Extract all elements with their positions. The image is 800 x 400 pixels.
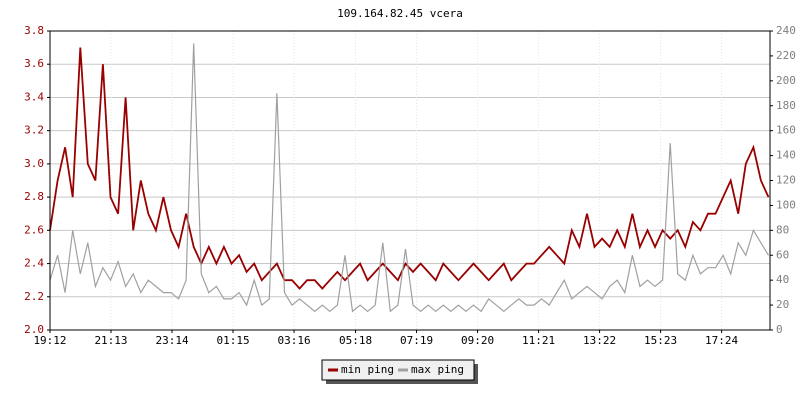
x-tick-label: 17:24: [705, 334, 738, 347]
legend: min ping max ping: [321, 359, 478, 384]
series-line: [49, 47, 770, 290]
x-tick-label: 09:20: [461, 334, 494, 347]
y2-tick-label: 20: [776, 298, 789, 311]
y-tick-label: 3.8: [24, 24, 44, 37]
y2-tick-label: 120: [776, 174, 796, 187]
legend-label: min ping: [341, 363, 394, 376]
x-tick-label: 11:21: [522, 334, 555, 347]
x-tick-label: 07:19: [400, 334, 433, 347]
y-tick-label: 3.0: [24, 157, 44, 170]
y2-tick-label: 80: [776, 223, 789, 236]
y2-tick-label: 200: [776, 74, 796, 87]
y-tick-label: 3.6: [24, 57, 44, 70]
y2-tick-label: 40: [776, 273, 789, 286]
y-tick-label: 3.4: [24, 90, 44, 103]
plot-border: [49, 30, 771, 331]
legend-label: max ping: [411, 363, 464, 376]
y2-tick-label: 140: [776, 149, 796, 162]
y2-tick-label: 160: [776, 124, 796, 137]
y-tick-label: 3.2: [24, 124, 44, 137]
x-tick-label: 13:22: [583, 334, 616, 347]
x-tick-label: 15:23: [644, 334, 677, 347]
y2-tick-label: 220: [776, 49, 796, 62]
y-tick-label: 2.4: [24, 257, 44, 270]
x-tick-label: 03:16: [277, 334, 310, 347]
y2-tick-label: 100: [776, 198, 796, 211]
y-tick-label: 2.8: [24, 190, 44, 203]
x-tick-label: 05:18: [339, 334, 372, 347]
y2-tick-label: 180: [776, 99, 796, 112]
y2-tick-label: 240: [776, 24, 796, 37]
x-tick-label: 01:15: [216, 334, 249, 347]
y2-tick-label: 60: [776, 248, 789, 261]
x-tick-label: 23:14: [155, 334, 188, 347]
x-tick-label: 19:12: [33, 334, 66, 347]
y-tick-label: 2.0: [24, 323, 44, 336]
chart-title: 109.164.82.45 vcera: [337, 7, 463, 20]
x-tick-label: 21:13: [94, 334, 127, 347]
y-tick-label: 2.2: [24, 290, 44, 303]
series-line: [49, 43, 770, 313]
y2-tick-label: 0: [776, 323, 783, 336]
y-tick-label: 2.6: [24, 223, 44, 236]
